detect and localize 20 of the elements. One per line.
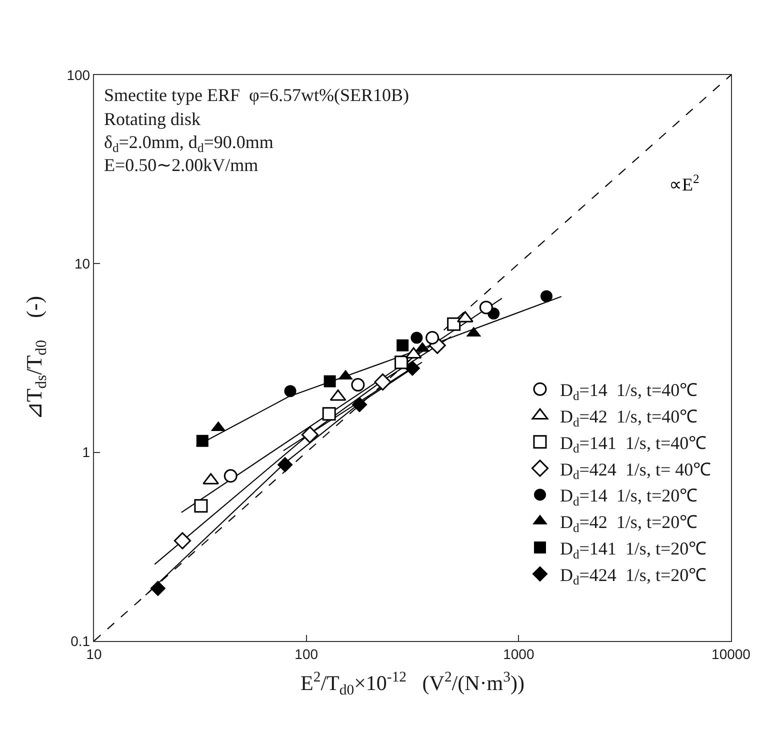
text: E$^{2}$/T$_{d0}$×10$^{-12}$ (V$^{2}$/(N·m$^{3}$)) [300, 669, 524, 699]
legend-label: D$_{d}$=14 1/s, t=20℃ [560, 486, 698, 508]
legend-label: D$_{d}$=14 1/s, t=40℃ [560, 380, 698, 403]
legend-label: D$_{d}$=42 1/s, t=40℃ [560, 406, 698, 430]
y-tick-label: 10 [74, 256, 90, 272]
x-tick-label: 100 [294, 646, 318, 662]
annotation: Rotating disk [104, 109, 201, 129]
legend-label: D$_{d}$=141 1/s, t=40℃ [560, 432, 707, 456]
legend-label: D$_{d}$=141 1/s, t=20℃ [560, 538, 707, 562]
legend-label: D$_{d}$=42 1/s, t=20℃ [560, 512, 698, 535]
y-tick-label: 100 [66, 66, 90, 83]
legend-label: D$_{d}$=424 1/s, t=20℃ [560, 564, 707, 588]
x-tick-label: 1000 [503, 646, 534, 662]
series-label: ∝E$^{2}$ [669, 172, 700, 195]
annotation: Smectite type ERF φ=6.57wt%(SER10B) [104, 85, 410, 105]
x-tick-label: 10000 [712, 646, 751, 662]
legend-label: D$_{d}$=424 1/s, t= 40℃ [560, 459, 712, 482]
y-tick-label: 1 [82, 444, 90, 460]
annotation: E=0.50∼2.00kV/mm [104, 155, 258, 175]
annotation: δ$_{d}$=2.0mm, d$_{d}$=90.0mm [104, 132, 274, 155]
